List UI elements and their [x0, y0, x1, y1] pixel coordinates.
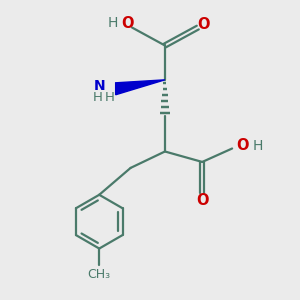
Text: O: O — [196, 193, 208, 208]
Text: CH₃: CH₃ — [88, 268, 111, 281]
Text: H: H — [105, 91, 115, 103]
Text: N: N — [94, 80, 105, 93]
Text: O: O — [236, 138, 249, 153]
Text: H: H — [252, 139, 263, 152]
Polygon shape — [116, 80, 165, 95]
Text: H: H — [93, 91, 103, 103]
Text: H: H — [107, 16, 118, 30]
Text: O: O — [197, 17, 210, 32]
Text: O: O — [122, 16, 134, 31]
